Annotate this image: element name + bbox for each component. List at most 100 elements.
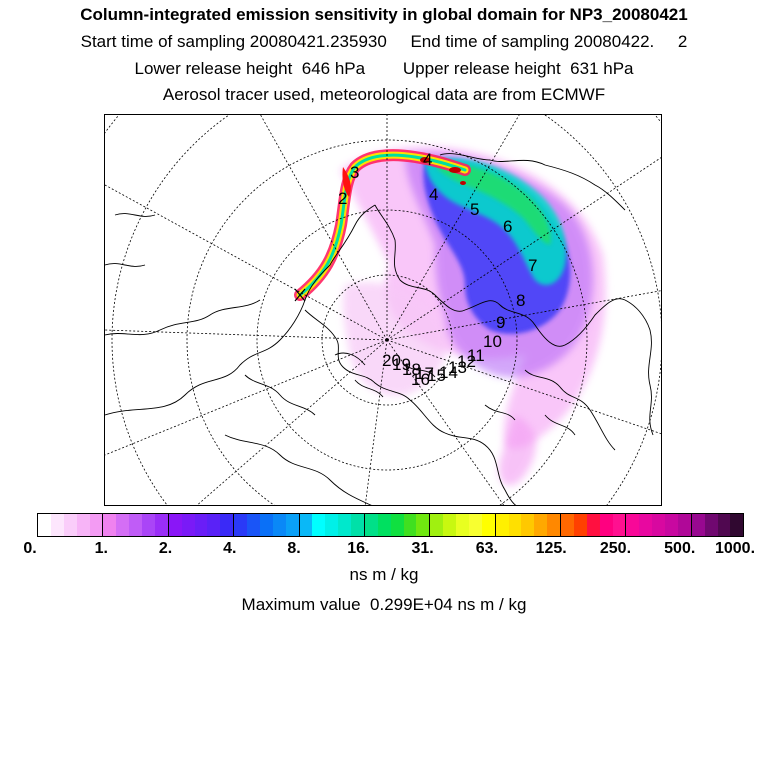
marker-19: 19 bbox=[392, 355, 411, 374]
colorbar-swatch bbox=[495, 514, 509, 536]
colorbar-tick-label: 63. bbox=[475, 540, 499, 557]
colorbar-swatch bbox=[717, 514, 731, 536]
colorbar-swatch bbox=[194, 514, 208, 536]
high-value-spots bbox=[420, 157, 466, 185]
colorbar-swatch bbox=[312, 514, 326, 536]
colorbar-swatch bbox=[639, 514, 653, 536]
colorbar-swatch bbox=[665, 514, 678, 536]
marker-11: 11 bbox=[467, 346, 485, 365]
marker-16: 16 bbox=[411, 370, 430, 389]
colorbar-swatch bbox=[612, 514, 627, 536]
sampling-times: Start time of sampling 20080421.235930 E… bbox=[80, 32, 688, 51]
marker-2: 2 bbox=[338, 189, 347, 208]
colorbar-swatch bbox=[351, 514, 365, 536]
colorbar-tick-label: 8. bbox=[287, 540, 301, 557]
release-heights: Lower release height 646 hPa Upper relea… bbox=[134, 59, 634, 78]
colorbar-tick-label: 16. bbox=[347, 540, 370, 557]
colorbar-swatch bbox=[677, 514, 692, 536]
colorbar-swatch bbox=[508, 514, 522, 536]
marker-12: 12 bbox=[457, 352, 476, 371]
marker-5: 5 bbox=[470, 200, 479, 219]
tracer-info: Aerosol tracer used, meteorological data… bbox=[162, 85, 606, 104]
maximum-value: Maximum value 0.299E+04 ns m / kg bbox=[241, 595, 527, 614]
map-panel: 2 3 4 4 5 6 7 8 9 10 11 12 13 14 15 16 1… bbox=[104, 114, 662, 506]
marker-13: 13 bbox=[448, 358, 467, 377]
colorbar-swatch bbox=[325, 514, 339, 536]
colorbar-swatch bbox=[573, 514, 587, 536]
marker-20: 20 bbox=[382, 351, 401, 370]
colorbar-swatch bbox=[299, 514, 313, 536]
colorbar-swatch bbox=[534, 514, 548, 536]
colorbar-swatch bbox=[285, 514, 300, 536]
colorbar-swatch bbox=[390, 514, 404, 536]
colorbar-swatch bbox=[103, 514, 117, 536]
colorbar-tick-label: 1000. bbox=[714, 540, 756, 557]
colorbar-tick-label: 31. bbox=[411, 540, 434, 557]
colorbar-tick-label: 1. bbox=[94, 540, 108, 557]
colorbar-swatch bbox=[38, 514, 51, 536]
colorbar-units: ns m / kg bbox=[349, 565, 419, 584]
marker-17: 17 bbox=[415, 364, 434, 383]
colorbar-swatch bbox=[430, 514, 444, 536]
marker-10: 10 bbox=[483, 332, 502, 351]
colorbar-swatch bbox=[234, 514, 247, 536]
colorbar bbox=[37, 513, 744, 537]
colorbar-swatch bbox=[154, 514, 169, 536]
colorbar-tick-label: 125. bbox=[535, 540, 567, 557]
colorbar-swatch bbox=[456, 514, 469, 536]
marker-4a: 4 bbox=[423, 150, 432, 169]
colorbar-tick-label: 4. bbox=[223, 540, 237, 557]
colorbar-swatch bbox=[730, 514, 744, 536]
colorbar-swatch bbox=[704, 514, 718, 536]
colorbar-swatch bbox=[129, 514, 142, 536]
polar-map: 2 3 4 4 5 6 7 8 9 10 11 12 13 14 15 16 1… bbox=[105, 115, 661, 505]
colorbar-swatch bbox=[416, 514, 431, 536]
marker-7: 7 bbox=[528, 256, 537, 275]
plot-title: Column-integrated emission sensitivity i… bbox=[80, 5, 688, 24]
coastlines bbox=[105, 153, 654, 505]
colorbar-swatch bbox=[168, 514, 182, 536]
marker-6: 6 bbox=[503, 217, 512, 236]
colorbar-swatch bbox=[652, 514, 665, 536]
graticule bbox=[105, 115, 661, 505]
colorbar-swatch bbox=[50, 514, 64, 536]
colorbar-swatch bbox=[403, 514, 417, 536]
marker-9: 9 bbox=[496, 313, 505, 332]
colorbar-swatch bbox=[599, 514, 613, 536]
colorbar-swatch bbox=[116, 514, 130, 536]
colorbar-swatch bbox=[561, 514, 574, 536]
marker-8: 8 bbox=[516, 291, 525, 310]
marker-3: 3 bbox=[350, 163, 359, 182]
colorbar-tick-label: 0. bbox=[23, 540, 37, 557]
colorbar-swatch bbox=[586, 514, 600, 536]
colorbar-swatch bbox=[142, 514, 155, 536]
colorbar-swatch bbox=[547, 514, 561, 536]
colorbar-swatch bbox=[259, 514, 273, 536]
time-markers: 2 3 4 4 5 6 7 8 9 10 11 12 13 14 15 16 1… bbox=[338, 150, 537, 389]
colorbar-swatch bbox=[220, 514, 235, 536]
sensitivity-plume bbox=[294, 146, 606, 486]
colorbar-swatch bbox=[63, 514, 77, 536]
colorbar-swatch bbox=[443, 514, 456, 536]
colorbar-tick-label: 2. bbox=[158, 540, 173, 557]
marker-18: 18 bbox=[402, 360, 421, 379]
colorbar-swatch bbox=[207, 514, 221, 536]
marker-15: 15 bbox=[427, 366, 446, 385]
release-point bbox=[294, 288, 306, 302]
colorbar-swatch bbox=[468, 514, 482, 536]
colorbar-swatch bbox=[521, 514, 535, 536]
colorbar-swatch bbox=[364, 514, 378, 536]
colorbar-swatch bbox=[691, 514, 705, 536]
colorbar-swatch bbox=[89, 514, 104, 536]
colorbar-swatch bbox=[76, 514, 90, 536]
colorbar-swatch bbox=[247, 514, 260, 536]
colorbar-swatch bbox=[272, 514, 286, 536]
colorbar-swatch bbox=[626, 514, 640, 536]
colorbar-tick-label: 500. bbox=[664, 540, 696, 557]
marker-4b: 4 bbox=[429, 185, 438, 204]
colorbar-tick-label: 250. bbox=[599, 540, 632, 557]
colorbar-swatch bbox=[181, 514, 195, 536]
marker-14: 14 bbox=[439, 363, 458, 382]
colorbar-swatch bbox=[481, 514, 496, 536]
colorbar-labels: 0. 1. 2. 4. 8. 16. 31. 63. 125. 250. 500. 1000. bbox=[0, 540, 768, 562]
